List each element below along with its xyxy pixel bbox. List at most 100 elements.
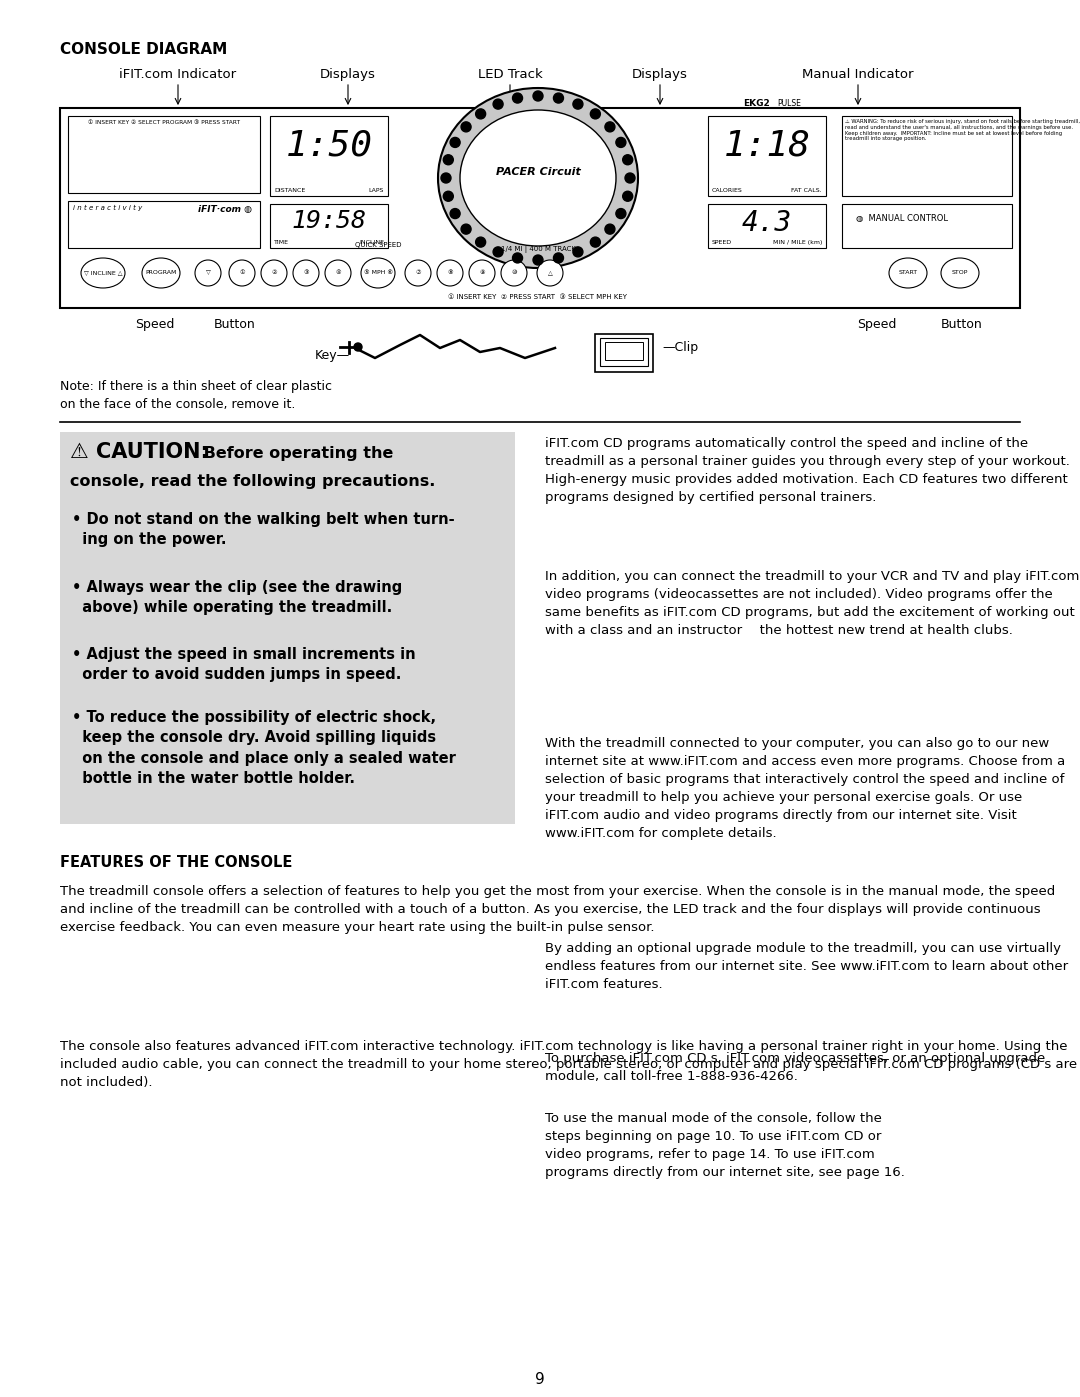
- Circle shape: [623, 155, 633, 165]
- Text: Manual Indicator: Manual Indicator: [802, 68, 914, 81]
- Circle shape: [513, 253, 523, 263]
- Text: 1/4 MI | 400 M TRACK: 1/4 MI | 400 M TRACK: [500, 246, 576, 253]
- Circle shape: [443, 191, 454, 201]
- Text: The treadmill console offers a selection of features to help you get the most fr: The treadmill console offers a selection…: [60, 886, 1055, 935]
- Text: 1:18: 1:18: [724, 129, 810, 162]
- Text: ▽ INCLINE △: ▽ INCLINE △: [84, 271, 122, 275]
- Text: To use the manual mode of the console, follow the
steps beginning on page 10. To: To use the manual mode of the console, f…: [545, 1112, 905, 1179]
- Text: ④: ④: [335, 271, 341, 275]
- Text: ◍  MANUAL CONTROL: ◍ MANUAL CONTROL: [856, 214, 948, 224]
- Circle shape: [605, 224, 615, 235]
- Circle shape: [354, 344, 362, 351]
- Ellipse shape: [537, 260, 563, 286]
- Text: Displays: Displays: [632, 68, 688, 81]
- Circle shape: [605, 122, 615, 131]
- Bar: [708, 116, 826, 196]
- Text: iFIT.com CD programs automatically control the speed and incline of the treadmil: iFIT.com CD programs automatically contr…: [545, 437, 1070, 504]
- Text: ⑩: ⑩: [511, 271, 517, 275]
- Text: The console also features advanced iFIT.com interactive technology. iFIT.com tec: The console also features advanced iFIT.…: [60, 1039, 1077, 1090]
- Text: 9: 9: [535, 1372, 545, 1387]
- Ellipse shape: [437, 260, 463, 286]
- Bar: [60, 108, 1020, 307]
- Text: ⑨: ⑨: [480, 271, 485, 275]
- Text: Button: Button: [214, 319, 256, 331]
- Circle shape: [494, 247, 503, 257]
- Text: PROGRAM: PROGRAM: [146, 271, 177, 275]
- Ellipse shape: [261, 260, 287, 286]
- Text: LAPS: LAPS: [368, 189, 384, 193]
- Text: TIME: TIME: [274, 240, 289, 244]
- Circle shape: [450, 208, 460, 218]
- Text: Key—: Key—: [315, 348, 350, 362]
- Text: With the treadmill connected to your computer, you can also go to our new intern: With the treadmill connected to your com…: [545, 738, 1065, 840]
- Text: ⑧: ⑧: [447, 271, 453, 275]
- Circle shape: [553, 94, 564, 103]
- Bar: [270, 204, 388, 249]
- Ellipse shape: [195, 260, 221, 286]
- Text: ⚠ CAUTION:: ⚠ CAUTION:: [70, 441, 208, 462]
- Bar: [68, 116, 260, 193]
- Text: • Always wear the clip (see the drawing
  above) while operating the treadmill.: • Always wear the clip (see the drawing …: [72, 580, 402, 616]
- Circle shape: [450, 137, 460, 148]
- Circle shape: [591, 237, 600, 247]
- Text: To purchase iFIT.com CD s, iFIT.com videocassettes, or an optional upgrade modul: To purchase iFIT.com CD s, iFIT.com vide…: [545, 1052, 1045, 1083]
- Text: PULSE: PULSE: [778, 99, 801, 108]
- Bar: [68, 201, 260, 249]
- Circle shape: [616, 208, 626, 218]
- Ellipse shape: [81, 258, 125, 288]
- Text: ①: ①: [239, 271, 245, 275]
- Text: CALORIES: CALORIES: [712, 189, 743, 193]
- Ellipse shape: [361, 258, 395, 288]
- Text: △: △: [548, 271, 552, 275]
- Text: ▽: ▽: [205, 271, 211, 275]
- Ellipse shape: [325, 260, 351, 286]
- Text: ⑦: ⑦: [415, 271, 421, 275]
- Circle shape: [623, 191, 633, 201]
- Text: MIN / MILE (km): MIN / MILE (km): [772, 240, 822, 244]
- Text: LED Track: LED Track: [477, 68, 542, 81]
- Text: 4.3: 4.3: [742, 210, 792, 237]
- Ellipse shape: [889, 258, 927, 288]
- Text: Button: Button: [941, 319, 983, 331]
- Circle shape: [591, 109, 600, 119]
- Circle shape: [494, 99, 503, 109]
- Bar: [842, 116, 1012, 196]
- Circle shape: [461, 224, 471, 235]
- Text: iFIT.com Indicator: iFIT.com Indicator: [120, 68, 237, 81]
- Text: PACER Circuit: PACER Circuit: [496, 168, 580, 177]
- Ellipse shape: [141, 258, 180, 288]
- Text: 1:50: 1:50: [285, 129, 373, 162]
- Ellipse shape: [501, 260, 527, 286]
- Text: QUICK SPEED: QUICK SPEED: [354, 242, 402, 249]
- Circle shape: [475, 237, 486, 247]
- Text: ③: ③: [303, 271, 309, 275]
- Ellipse shape: [405, 260, 431, 286]
- Text: Note: If there is a thin sheet of clear plastic
on the face of the console, remo: Note: If there is a thin sheet of clear …: [60, 380, 332, 411]
- Text: Speed: Speed: [135, 319, 175, 331]
- Text: FEATURES OF THE CONSOLE: FEATURES OF THE CONSOLE: [60, 855, 293, 870]
- Text: i n t e r a c t i v i t y: i n t e r a c t i v i t y: [73, 205, 143, 211]
- Circle shape: [443, 155, 454, 165]
- Bar: [60, 432, 515, 824]
- Bar: [600, 338, 648, 366]
- Circle shape: [475, 109, 486, 119]
- Text: In addition, you can connect the treadmill to your VCR and TV and play iFIT.com : In addition, you can connect the treadmi…: [545, 570, 1079, 637]
- Text: 19:58: 19:58: [292, 210, 366, 233]
- Ellipse shape: [941, 258, 978, 288]
- Text: ⚠ WARNING: To reduce risk of serious injury, stand on foot rails before starting: ⚠ WARNING: To reduce risk of serious inj…: [845, 119, 1080, 141]
- Text: ②: ②: [271, 271, 276, 275]
- Circle shape: [572, 99, 583, 109]
- Text: Displays: Displays: [320, 68, 376, 81]
- Text: Before operating the: Before operating the: [198, 446, 393, 461]
- Text: CONSOLE DIAGRAM: CONSOLE DIAGRAM: [60, 42, 227, 57]
- Text: By adding an optional upgrade module to the treadmill, you can use virtually end: By adding an optional upgrade module to …: [545, 942, 1068, 990]
- Bar: [842, 204, 1012, 249]
- Circle shape: [625, 173, 635, 183]
- Ellipse shape: [438, 88, 638, 268]
- Text: ① INSERT KEY ② SELECT PROGRAM ③ PRESS START: ① INSERT KEY ② SELECT PROGRAM ③ PRESS ST…: [87, 120, 240, 124]
- Bar: [270, 116, 388, 196]
- Circle shape: [534, 91, 543, 101]
- Text: EKG2: EKG2: [744, 99, 770, 108]
- Circle shape: [553, 253, 564, 263]
- Text: FAT CALS.: FAT CALS.: [792, 189, 822, 193]
